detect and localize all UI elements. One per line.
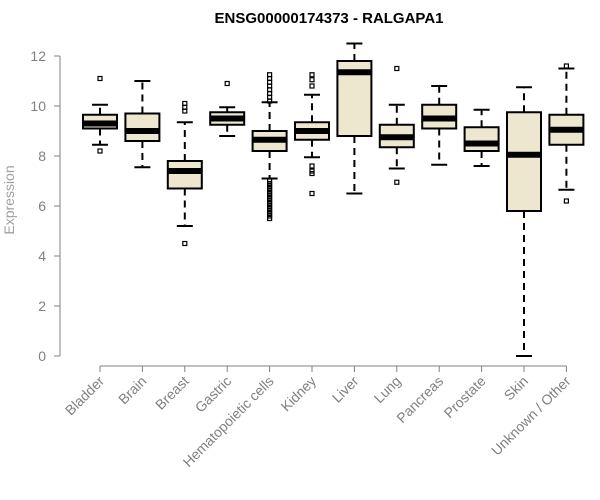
box-pancreas <box>421 85 458 166</box>
y-tick-label: 10 <box>30 98 46 114</box>
x-tick-label: Lung <box>371 373 404 406</box>
y-axis-label: Expression <box>1 165 17 234</box>
outlier-point <box>309 163 315 169</box>
x-tick-label: Unknown / Other <box>488 373 574 459</box>
outlier-point <box>394 65 400 72</box>
outlier-point <box>563 198 570 204</box>
box-kidney <box>294 72 330 197</box>
box-unknown-other <box>548 63 585 204</box>
x-tick-label: Liver <box>329 373 362 406</box>
iqr-box <box>506 111 542 212</box>
box-liver <box>336 42 373 195</box>
y-tick-label: 0 <box>38 348 46 364</box>
y-tick-label: 2 <box>38 298 46 314</box>
box-skin <box>506 86 542 357</box>
box-prostate <box>463 108 500 167</box>
outlier-point <box>267 215 273 222</box>
outlier-point <box>309 72 315 78</box>
y-tick-label: 12 <box>30 48 46 64</box>
box-lung <box>378 65 415 185</box>
box-gastric <box>209 80 246 137</box>
outlier-point <box>224 80 230 87</box>
outlier-point <box>182 240 188 247</box>
outlier-point <box>97 148 103 154</box>
iqr-box <box>166 160 203 190</box>
y-axis: 0 2 4 6 8 10 12 <box>30 48 61 364</box>
y-tick-label: 6 <box>38 198 46 214</box>
x-tick-label: Breast <box>152 373 192 413</box>
outlier-point <box>309 170 315 177</box>
box-hematopoietic-cells <box>251 72 288 222</box>
box-breast <box>166 100 203 247</box>
outlier-point <box>394 179 400 185</box>
x-tick-label: Kidney <box>278 373 320 415</box>
x-tick-label: Prostate <box>441 373 489 421</box>
outlier-point <box>309 83 315 89</box>
boxes-group <box>82 42 585 357</box>
iqr-box <box>463 126 500 152</box>
iqr-box <box>124 112 161 142</box>
x-tick-label: Pancreas <box>393 373 446 426</box>
y-tick-label: 8 <box>38 148 46 164</box>
x-tick-label: Bladder <box>62 373 108 419</box>
x-tick-label: Brain <box>115 373 149 407</box>
outlier-point <box>563 63 570 69</box>
x-tick-label: Skin <box>501 373 532 404</box>
outlier-point <box>309 190 315 197</box>
outlier-point <box>182 108 188 114</box>
outlier-point <box>97 75 103 82</box>
outlier-point <box>267 98 273 104</box>
box-bladder <box>82 75 118 154</box>
y-tick-label: 4 <box>38 248 46 264</box>
box-brain <box>124 80 161 169</box>
chart-title: ENSG00000174373 - RALGAPA1 <box>215 10 444 27</box>
outlier-point <box>309 77 315 83</box>
